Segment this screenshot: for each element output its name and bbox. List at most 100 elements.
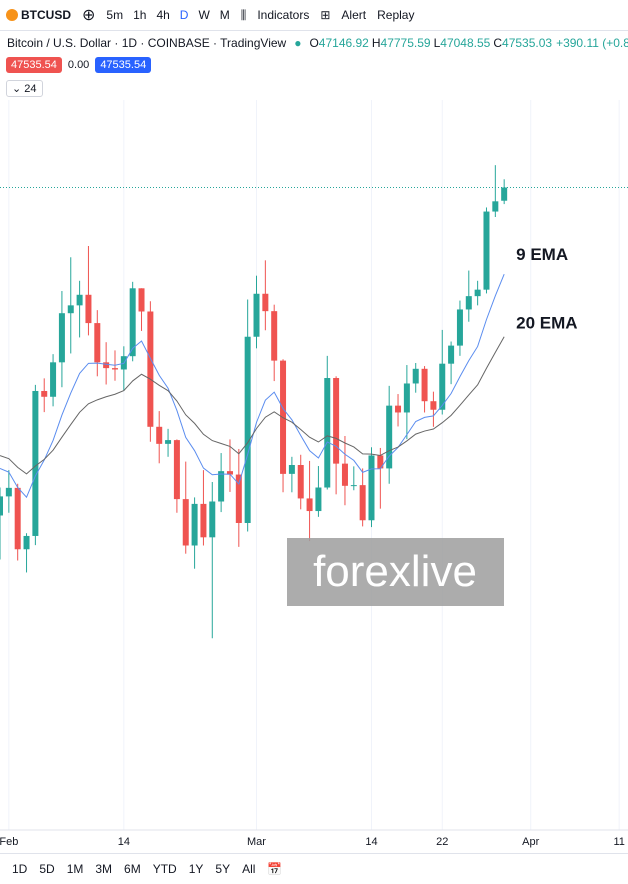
candle-body [235, 474, 242, 523]
ask[interactable]: 47535.54 [95, 57, 152, 73]
candle-body [0, 496, 3, 516]
toolbar: BTCUSD ⊕ 5m 1h 4h D W M ⫼ Indicators ⊞ Alert … [0, 0, 628, 31]
interval[interactable]: 5m [106, 8, 124, 22]
range-bar: 1D 5D 1M 3M 6M YTD 1Y 5Y All 📅 [0, 853, 628, 884]
ema-line [0, 336, 505, 475]
ema-line [0, 273, 505, 499]
interval[interactable]: 1h [133, 8, 147, 22]
price-boxes: 47535.54 0.00 47535.54 [0, 56, 628, 74]
candle-body [209, 501, 216, 538]
chart-type[interactable]: ⫼ [240, 7, 247, 22]
candle-body [395, 405, 402, 413]
symbol[interactable]: BTCUSD [21, 8, 71, 22]
ohlc-item: O47146.92 [309, 36, 368, 50]
spread: 0.00 [67, 59, 90, 71]
range-button[interactable]: 1D [12, 862, 28, 876]
candle-body [333, 378, 340, 464]
candle-body [67, 305, 74, 314]
candle-body [492, 201, 499, 212]
chart-title: Bitcoin / U.S. Dollar · 1D · COINBASE · … [7, 36, 287, 50]
candle-body [244, 336, 251, 523]
candle-body [182, 499, 189, 546]
ohlc: O47146.92 H47775.59 L47048.55 C47535.03 [309, 36, 552, 50]
candle-body [456, 309, 463, 346]
candle-body [156, 426, 163, 444]
x-tick-label: Mar [247, 836, 266, 848]
candle-body [5, 487, 12, 497]
interval[interactable]: W [198, 8, 210, 22]
candle-body [465, 296, 472, 310]
legend: Bitcoin / U.S. Dollar · 1D · COINBASE · … [0, 34, 628, 52]
interval[interactable]: D [179, 8, 189, 22]
range-button[interactable]: 1Y [188, 862, 204, 876]
candle-body [412, 368, 419, 384]
ohlc-value: 47048.55 [440, 36, 491, 50]
candle-body [94, 323, 101, 363]
candle-body [129, 288, 136, 357]
range-button[interactable]: 6M [124, 862, 141, 876]
goto-date[interactable]: 📅 [267, 862, 283, 876]
candle-body [138, 288, 145, 312]
bid[interactable]: 47535.54 [6, 57, 62, 73]
range-button[interactable]: 5Y [215, 862, 231, 876]
candle-body [111, 368, 118, 370]
candle-body [403, 383, 410, 413]
interval[interactable]: 4h [156, 8, 170, 22]
ohlc-value: 47775.59 [380, 36, 431, 50]
candle-body [200, 503, 207, 538]
replay[interactable]: Replay [377, 8, 415, 22]
add-button[interactable]: ⊕ [82, 7, 96, 24]
candle-body [483, 211, 490, 290]
ohlc-item: H47775.59 [372, 36, 431, 50]
x-tick-label: 11 [613, 836, 624, 848]
x-tick-label: 14 [365, 836, 377, 848]
ema-label: 20 EMA [516, 314, 577, 333]
ohlc-value: 47146.92 [318, 36, 369, 50]
range-button[interactable]: All [242, 862, 256, 876]
ohlc-item: C47535.03 [493, 36, 552, 50]
candle-body [50, 362, 57, 397]
collapse-count: 24 [24, 83, 37, 95]
ohlc-label: O [309, 36, 319, 50]
chart: Feb 14 Mar 14 22 Apr 11 9 EMA 20 EMA forexlive [0, 100, 628, 848]
candle-body [359, 485, 366, 521]
interval[interactable]: M [219, 8, 230, 22]
candle-body [103, 362, 110, 369]
candle-body [85, 294, 92, 324]
candle-body [271, 311, 278, 361]
symbol-icon [6, 9, 18, 21]
candle-body [58, 313, 65, 363]
indicators[interactable]: Indicators [257, 8, 310, 22]
x-tick-label: Feb [0, 836, 18, 848]
watermark-box [287, 538, 504, 606]
range-button[interactable]: 3M [95, 862, 113, 876]
alert[interactable]: Alert [341, 8, 367, 22]
candle-body [41, 390, 48, 397]
candle-body [341, 463, 348, 486]
ema-label: 9 EMA [516, 245, 568, 264]
range-button[interactable]: 5D [39, 862, 55, 876]
range-button[interactable]: YTD [152, 862, 177, 876]
candle-body [315, 487, 322, 512]
candle-body [191, 503, 198, 546]
candle-body [173, 440, 180, 500]
layout[interactable]: ⊞ [320, 8, 331, 22]
collapse[interactable]: ⌄ 24 [6, 80, 43, 97]
x-tick-label: 14 [118, 836, 130, 848]
ohlc-label: C [493, 36, 503, 50]
x-tick-label: 22 [436, 836, 448, 848]
candle-body [368, 455, 375, 521]
ohlc-label: H [371, 36, 381, 50]
candle-body [288, 465, 295, 474]
candle-body [421, 368, 428, 402]
candle-body [448, 345, 455, 364]
candle-body [165, 440, 172, 444]
candle-body [226, 471, 233, 475]
ohlc-item: L47048.55 [434, 36, 491, 50]
candle-body [474, 289, 481, 297]
candle-body [439, 363, 446, 410]
candle-body [14, 487, 21, 550]
range-button[interactable]: 1M [66, 862, 84, 876]
ohlc-label: L [433, 36, 441, 50]
